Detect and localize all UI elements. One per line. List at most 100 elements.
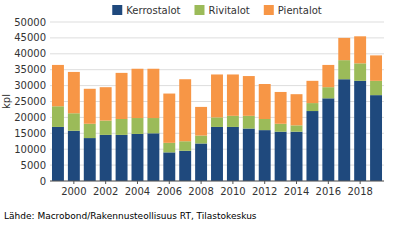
x-axis-line (50, 181, 384, 182)
bar-segment (132, 134, 144, 181)
bar-segment (370, 55, 382, 80)
bar-segment (306, 81, 318, 103)
x-tick (264, 181, 265, 184)
x-tick-label: 2016 (316, 186, 341, 197)
bar-segment (163, 143, 175, 153)
bar-segment (132, 69, 144, 118)
x-tick (137, 181, 138, 184)
y-tick-label: 35000 (14, 64, 46, 75)
grid-line (50, 53, 384, 54)
bar-segment (259, 84, 271, 119)
bar-segment (100, 121, 112, 135)
x-tick-label: 2006 (157, 186, 182, 197)
y-tick-label: 20000 (14, 112, 46, 123)
grid-line (50, 37, 384, 38)
y-tick-label: 30000 (14, 80, 46, 91)
bar-segment (227, 127, 239, 181)
y-tick-label: 15000 (14, 128, 46, 139)
bar-segment (84, 138, 96, 181)
legend-item: Pientalot (264, 5, 322, 16)
legend: Kerrostalot Rivitalot Pientalot (112, 5, 322, 16)
bar-segment (163, 152, 175, 181)
chart: 0500010000150002000025000300003500040000… (0, 0, 394, 225)
legend-swatch (112, 5, 122, 15)
bar-segment (291, 132, 303, 181)
legend-swatch (194, 5, 204, 15)
x-tick-label: 2014 (284, 186, 309, 197)
bar-segment (52, 127, 64, 181)
legend-label: Kerrostalot (126, 5, 180, 16)
x-tick (73, 181, 74, 184)
legend-item: Rivitalot (194, 5, 249, 16)
bar-segment (100, 87, 112, 120)
bars (52, 36, 382, 181)
bar-segment (227, 116, 239, 127)
x-tick (296, 181, 297, 184)
legend-label: Pientalot (278, 5, 322, 16)
bar-segment (116, 135, 128, 181)
bar-segment (370, 95, 382, 181)
bar-segment (322, 87, 334, 98)
x-tick (105, 181, 106, 184)
y-tick-label: 5000 (21, 160, 46, 171)
y-tick-label: 0 (40, 176, 46, 187)
bar-segment (354, 63, 366, 80)
legend-item: Kerrostalot (112, 5, 180, 16)
bar-segment (52, 106, 64, 127)
bar-segment (275, 132, 287, 181)
bar-segment (243, 76, 255, 116)
bar-segment (275, 92, 287, 124)
bar-segment (116, 119, 128, 135)
legend-label: Rivitalot (208, 5, 249, 16)
bar-segment (163, 94, 175, 143)
bar-segment (211, 127, 223, 181)
bar-segment (116, 73, 128, 119)
bar-segment (132, 118, 144, 134)
bar-segment (84, 124, 96, 138)
x-tick-label: 2004 (125, 186, 150, 197)
x-tick (328, 181, 329, 184)
bar-segment (291, 94, 303, 125)
bar-segment (338, 79, 350, 181)
x-tick-label: 2010 (220, 186, 245, 197)
bar-segment (147, 69, 159, 118)
x-tick (360, 181, 361, 184)
bar-segment (179, 79, 191, 141)
bar-segment (338, 38, 350, 60)
bar-segment (179, 151, 191, 181)
bar-segment (291, 125, 303, 131)
x-tick (169, 181, 170, 184)
bar-segment (100, 135, 112, 181)
grid-line (50, 22, 384, 23)
bar-segment (52, 65, 64, 106)
bar-segment (84, 89, 96, 124)
bar-segment (259, 119, 271, 130)
bar-segment (322, 98, 334, 181)
y-tick-label: 10000 (14, 144, 46, 155)
bar-segment (147, 133, 159, 181)
bar-segment (354, 81, 366, 181)
bar-segment (68, 131, 80, 181)
x-tick-label: 2018 (347, 186, 372, 197)
grid (50, 22, 384, 181)
bar-segment (211, 117, 223, 127)
bar-segment (195, 143, 207, 181)
bar-segment (306, 111, 318, 181)
bar-segment (195, 107, 207, 136)
x-tick-label: 2000 (61, 186, 86, 197)
bar-segment (179, 141, 191, 151)
bar-segment (322, 65, 334, 87)
y-tick-label: 25000 (14, 96, 46, 107)
x-tick-label: 2012 (252, 186, 277, 197)
x-tick (201, 181, 202, 184)
legend-swatch (264, 5, 274, 15)
bar-segment (195, 136, 207, 144)
bar-segment (243, 129, 255, 181)
bar-segment (227, 74, 239, 115)
bar-segment (338, 60, 350, 79)
x-tick-label: 2008 (188, 186, 213, 197)
grid-line (50, 181, 384, 182)
bar-segment (275, 124, 287, 132)
bar-segment (68, 72, 80, 113)
bar-segment (354, 36, 366, 63)
